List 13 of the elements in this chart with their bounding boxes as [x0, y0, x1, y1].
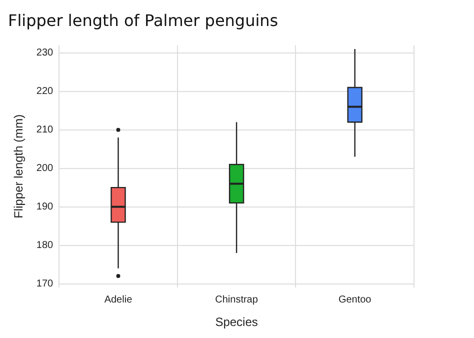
y-tick-label: 170: [36, 278, 54, 290]
y-tick-label: 210: [36, 124, 54, 136]
y-tick-label: 180: [36, 240, 54, 252]
y-tick-label: 200: [36, 163, 54, 174]
x-tick-label: Adelie: [104, 294, 133, 306]
y-tick-label: 220: [36, 86, 54, 98]
y-tick-label: 230: [36, 48, 54, 59]
x-axis-title: Species: [215, 315, 258, 330]
y-axis-title: Flipper length (mm): [12, 114, 26, 218]
x-tick-label: Gentoo: [338, 294, 372, 306]
y-tick-label: 190: [36, 202, 54, 213]
x-tick-label: Chinstrap: [215, 294, 258, 306]
chart-title: Flipper length of Palmer penguins: [8, 10, 278, 30]
